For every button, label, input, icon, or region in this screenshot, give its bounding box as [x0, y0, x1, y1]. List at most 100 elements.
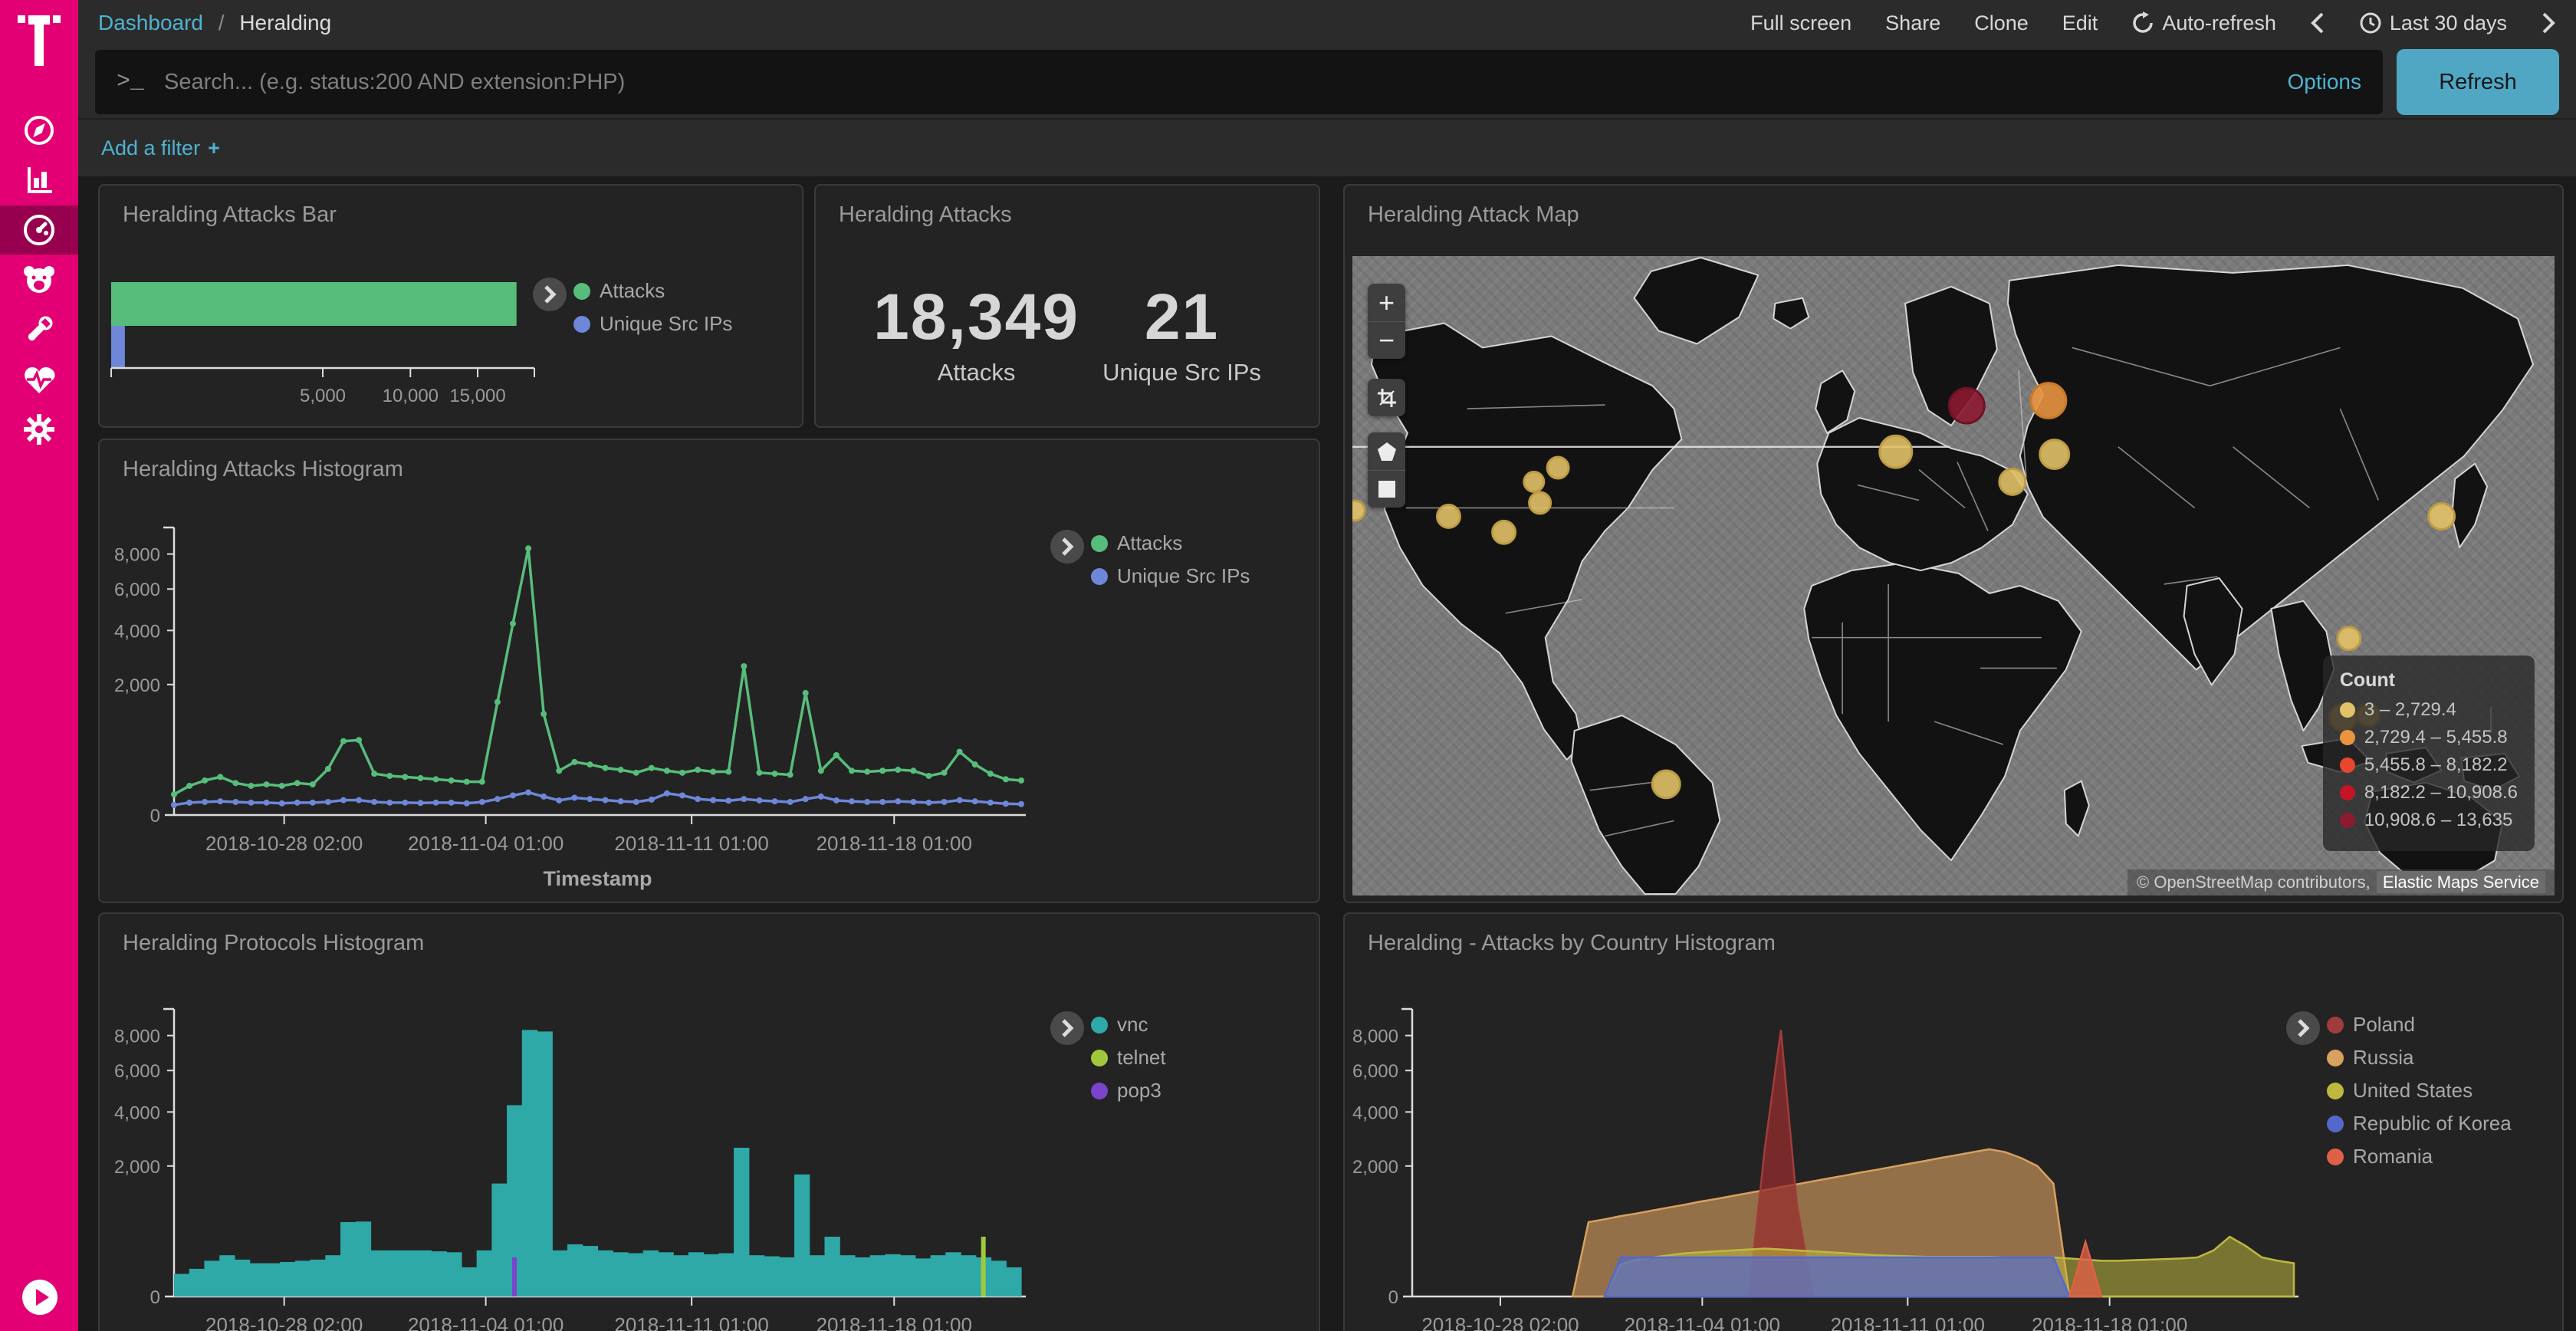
- panel-title: Heralding Attacks Histogram: [123, 457, 403, 482]
- legend-item[interactable]: vnc: [1091, 1013, 1166, 1037]
- legend-label: 8,182.2 – 10,908.6: [2364, 782, 2518, 804]
- panel-country-histogram: Heralding - Attacks by Country Histogram…: [1343, 912, 2564, 1331]
- attack-location-dot[interactable]: [1530, 492, 1551, 514]
- sidebar-item-discover[interactable]: [0, 106, 78, 155]
- data-point: [987, 800, 994, 806]
- world-map[interactable]: + − Count 3 – 2,729.42: [1352, 256, 2555, 896]
- attack-location-dot[interactable]: [1949, 388, 1984, 423]
- legend-item[interactable]: Attacks: [573, 279, 732, 303]
- fullscreen-button[interactable]: Full screen: [1750, 12, 1852, 35]
- attack-location-dot[interactable]: [2338, 627, 2361, 650]
- breadcrumb-dashboard-link[interactable]: Dashboard: [98, 11, 203, 35]
- legend-item[interactable]: United States: [2327, 1079, 2512, 1103]
- expand-nav-icon[interactable]: [21, 1279, 58, 1316]
- data-point: [879, 799, 886, 805]
- attack-location-dot[interactable]: [1652, 771, 1680, 798]
- legend-toggle-icon[interactable]: [1050, 1011, 1084, 1045]
- data-point: [402, 774, 408, 780]
- legend-item[interactable]: 10,908.6 – 13,635: [2340, 810, 2518, 831]
- legend-toggle-icon[interactable]: [533, 278, 567, 311]
- data-point: [803, 796, 809, 802]
- attack-location-dot[interactable]: [1999, 468, 2026, 495]
- legend-item[interactable]: telnet: [1091, 1046, 1166, 1070]
- telekom-logo[interactable]: [13, 14, 65, 69]
- legend-item[interactable]: Unique Src IPs: [573, 312, 732, 336]
- add-filter-button[interactable]: Add a filter+: [101, 136, 220, 160]
- legend-item[interactable]: Attacks: [1091, 531, 1250, 555]
- metric-label: Unique Src IPs: [1102, 359, 1261, 386]
- auto-refresh-button[interactable]: Auto-refresh: [2131, 12, 2276, 35]
- bar-vnc: [688, 1252, 704, 1296]
- time-range-button[interactable]: Last 30 days: [2359, 12, 2507, 35]
- data-point: [1018, 801, 1024, 807]
- zoom-out-button[interactable]: −: [1368, 321, 1405, 359]
- x-tick-label: 2018-11-11 01:00: [1831, 1313, 1985, 1331]
- legend-item[interactable]: Poland: [2327, 1013, 2512, 1037]
- sidebar-item-visualize[interactable]: [0, 156, 78, 205]
- data-point: [464, 800, 470, 807]
- bar-vnc: [386, 1250, 401, 1296]
- bar-vnc: [416, 1250, 432, 1296]
- legend-toggle-icon[interactable]: [1050, 530, 1084, 564]
- draw-polygon-icon[interactable]: [1368, 432, 1405, 470]
- attack-location-dot[interactable]: [1352, 501, 1365, 521]
- attack-location-dot[interactable]: [1437, 505, 1460, 528]
- data-point: [556, 797, 562, 804]
- bar-vnc: [325, 1255, 340, 1296]
- legend-item[interactable]: 3 – 2,729.4: [2340, 699, 2518, 721]
- metric-label: Attacks: [873, 359, 1079, 386]
- legend-item[interactable]: pop3: [1091, 1079, 1166, 1103]
- data-point: [910, 767, 916, 774]
- share-button[interactable]: Share: [1885, 12, 1940, 35]
- land-asia: [2008, 265, 2533, 669]
- clone-button[interactable]: Clone: [1974, 12, 2029, 35]
- options-link[interactable]: Options: [2288, 70, 2362, 94]
- elastic-maps-service-link[interactable]: Elastic Maps Service: [2377, 871, 2545, 893]
- attack-location-dot[interactable]: [1880, 435, 1912, 468]
- attack-location-dot[interactable]: [2429, 504, 2455, 530]
- fit-data-bounds-icon[interactable]: [1368, 379, 1405, 416]
- protocols-histogram-chart[interactable]: 02,0004,0006,0008,0002018-10-28 02:00201…: [100, 914, 1322, 1331]
- attack-location-dot[interactable]: [1547, 457, 1569, 478]
- legend-item[interactable]: Republic of Korea: [2327, 1112, 2512, 1135]
- legend-item[interactable]: 2,729.4 – 5,455.8: [2340, 727, 2518, 748]
- zoom-in-button[interactable]: +: [1368, 284, 1405, 321]
- data-point: [186, 800, 192, 806]
- legend-label: Unique Src IPs: [1117, 564, 1250, 588]
- data-point: [540, 794, 547, 800]
- legend-item[interactable]: 8,182.2 – 10,908.6: [2340, 782, 2518, 804]
- legend-label: Poland: [2353, 1013, 2415, 1037]
- data-point: [495, 796, 501, 802]
- attacks-histogram-chart[interactable]: 02,0004,0006,0008,0002018-10-28 02:00201…: [100, 440, 1322, 905]
- data-point: [449, 800, 455, 806]
- legend-dot: [2327, 1083, 2344, 1099]
- attack-location-dot[interactable]: [2040, 440, 2069, 469]
- data-point: [957, 797, 963, 804]
- legend-label: Unique Src IPs: [600, 312, 732, 336]
- search-input[interactable]: [164, 70, 2272, 95]
- legend-toggle-icon[interactable]: [2286, 1011, 2320, 1045]
- attack-location-dot[interactable]: [1493, 521, 1516, 544]
- edit-button[interactable]: Edit: [2062, 12, 2098, 35]
- data-point: [710, 769, 716, 775]
- sidebar-item-monitoring[interactable]: [0, 355, 78, 404]
- legend-label: 3 – 2,729.4: [2364, 699, 2456, 721]
- chart-legend: Attacks Unique Src IPs: [1091, 531, 1250, 597]
- sidebar-item-management[interactable]: [0, 405, 78, 454]
- data-point: [525, 545, 531, 551]
- legend-item[interactable]: Romania: [2327, 1145, 2512, 1168]
- legend-item[interactable]: 5,455.8 – 8,182.2: [2340, 754, 2518, 776]
- refresh-button[interactable]: Refresh: [2397, 49, 2559, 115]
- time-back-button[interactable]: [2310, 12, 2325, 35]
- sidebar-item-dashboard[interactable]: [0, 205, 78, 255]
- y-tick-label: 6,000: [114, 1061, 160, 1082]
- legend-dot: [2340, 813, 2355, 828]
- legend-item[interactable]: Unique Src IPs: [1091, 564, 1250, 588]
- sidebar-item-timelion[interactable]: [0, 255, 78, 304]
- legend-item[interactable]: Russia: [2327, 1046, 2512, 1070]
- attack-location-dot[interactable]: [1524, 472, 1544, 491]
- sidebar-item-dev-tools[interactable]: [0, 305, 78, 354]
- draw-rectangle-icon[interactable]: [1368, 470, 1405, 508]
- time-forward-button[interactable]: [2541, 12, 2556, 35]
- attack-location-dot[interactable]: [2031, 383, 2066, 419]
